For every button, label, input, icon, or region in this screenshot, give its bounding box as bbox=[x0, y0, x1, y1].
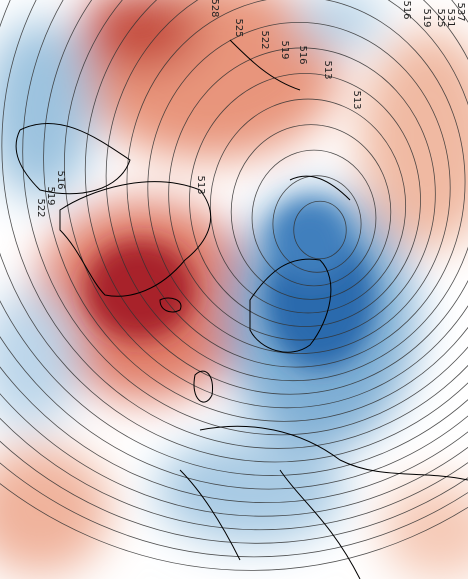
anomaly-core bbox=[85, 200, 375, 370]
contour-line bbox=[105, 0, 468, 382]
contour-line bbox=[64, 0, 468, 409]
contour-label: 519 bbox=[421, 8, 432, 27]
coastlines bbox=[15, 39, 468, 579]
contour-line bbox=[189, 73, 421, 327]
contour-line bbox=[43, 0, 468, 422]
contour-line bbox=[84, 0, 468, 395]
contour-line bbox=[0, 300, 468, 476]
contour-label: 525 bbox=[233, 18, 244, 37]
contour-line bbox=[22, 0, 468, 436]
contour-line bbox=[0, 0, 468, 463]
contour-line bbox=[1, 0, 468, 449]
contour-label: 513 bbox=[351, 90, 362, 109]
contour-line bbox=[0, 462, 468, 558]
contour-label: 522 bbox=[35, 198, 46, 217]
contour-line bbox=[209, 98, 407, 314]
contour-label: 528 bbox=[209, 0, 220, 18]
contour-label: 537 bbox=[455, 2, 466, 21]
contour-label: 519 bbox=[45, 186, 56, 205]
contour-label: 522 bbox=[259, 30, 270, 49]
contour-label: 516 bbox=[401, 0, 412, 19]
contour-line bbox=[0, 336, 468, 490]
contour-line bbox=[293, 200, 347, 260]
contour-label: 525 bbox=[435, 8, 446, 27]
contour-label: 513 bbox=[322, 60, 333, 79]
contour-line bbox=[168, 47, 436, 341]
contour-label: 513 bbox=[195, 175, 206, 194]
contour-line bbox=[147, 21, 451, 355]
contour-line bbox=[0, 417, 468, 531]
contour-line bbox=[230, 124, 392, 300]
contour-label: 531 bbox=[445, 8, 456, 27]
contour-line bbox=[0, 366, 468, 503]
contour-label: 516 bbox=[55, 170, 66, 189]
contour-label: 516 bbox=[297, 45, 308, 64]
contour-line bbox=[126, 0, 466, 368]
contour-label: 519 bbox=[279, 40, 290, 59]
contour-line bbox=[0, 440, 468, 544]
contour-line bbox=[0, 393, 468, 517]
contour-line bbox=[251, 149, 377, 287]
contour-line bbox=[272, 175, 362, 273]
